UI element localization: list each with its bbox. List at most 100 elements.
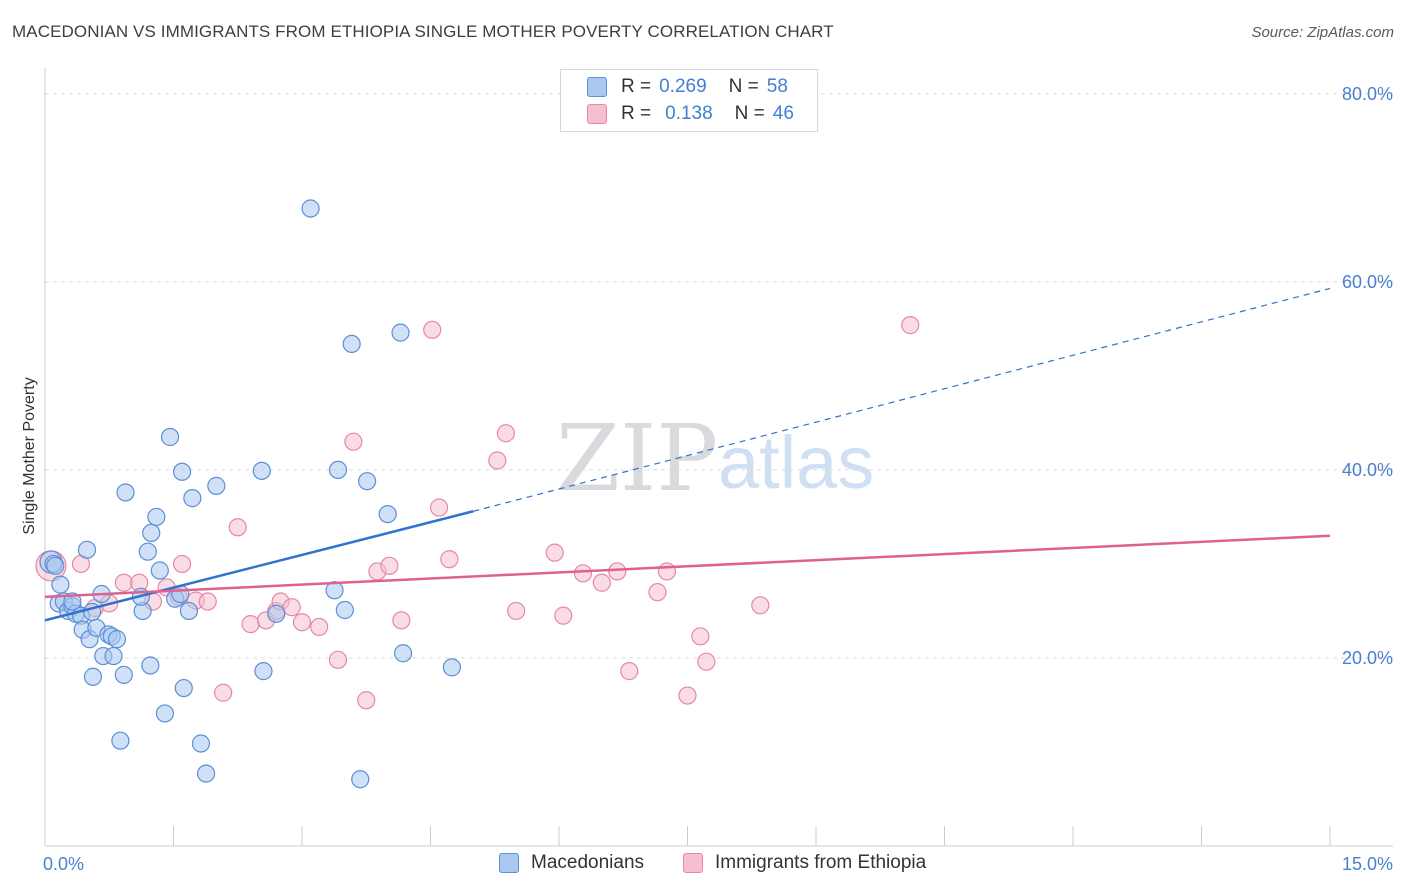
point-ethiopia — [620, 662, 639, 681]
point-macedonians — [358, 472, 377, 491]
point-macedonians — [160, 427, 180, 447]
legend-swatch-pink — [587, 104, 607, 124]
chart-title: MACEDONIAN VS IMMIGRANTS FROM ETHIOPIA S… — [12, 22, 834, 41]
legend-r-label: R = — [621, 103, 652, 124]
point-macedonians — [391, 323, 410, 342]
point-ethiopia — [751, 596, 770, 615]
y-tick-label: 20.0% — [1342, 648, 1393, 668]
point-macedonians — [142, 523, 161, 542]
point-macedonians — [207, 476, 226, 495]
point-ethiopia — [697, 652, 716, 671]
point-macedonians — [83, 667, 103, 686]
point-ethiopia — [380, 556, 399, 575]
point-macedonians — [328, 460, 348, 480]
legend-n-label: N = — [728, 76, 759, 97]
point-ethiopia — [573, 564, 593, 583]
y-tick-label: 40.0% — [1342, 460, 1393, 480]
legend-n-label: N = — [734, 103, 765, 124]
point-macedonians — [63, 592, 82, 611]
point-macedonians — [114, 665, 133, 684]
point-macedonians — [393, 644, 413, 663]
point-macedonians — [301, 199, 320, 218]
point-ethiopia — [507, 601, 526, 621]
point-macedonians — [378, 504, 397, 524]
y-axis-title: Single Mother Poverty — [21, 377, 38, 534]
point-ethiopia — [228, 518, 247, 537]
point-ethiopia — [901, 316, 920, 335]
trend-ethiopia — [44, 534, 1331, 599]
legend-r-label: R = — [621, 76, 652, 97]
point-ethiopia — [657, 562, 677, 581]
point-macedonians — [342, 334, 361, 354]
point-macedonians — [77, 540, 97, 559]
y-tick-label: 80.0% — [1342, 84, 1393, 104]
legend-swatch-blue — [499, 853, 519, 873]
point-ethiopia — [310, 617, 329, 637]
point-macedonians — [104, 646, 123, 666]
point-ethiopia — [172, 554, 192, 574]
series-ethiopia-points — [35, 316, 920, 710]
point-ethiopia — [282, 598, 301, 617]
legend-r-value: 0.138 — [665, 103, 713, 124]
point-macedonians — [325, 581, 344, 600]
point-macedonians — [172, 462, 192, 481]
source-label: Source: ZipAtlas.com — [1251, 24, 1394, 41]
point-ethiopia — [344, 432, 363, 451]
x-tick-label-min: 0.0% — [43, 854, 84, 874]
point-ethiopia — [292, 613, 312, 632]
point-macedonians — [138, 542, 157, 561]
point-ethiopia — [678, 686, 697, 705]
point-ethiopia — [214, 683, 233, 702]
correlation-legend: R = 0.269 N = 58 R = 0.138 N = 46 — [560, 69, 818, 132]
legend-r-value: 0.269 — [659, 76, 707, 97]
legend-n-value: 58 — [766, 76, 788, 97]
legend-item-ethiopia[interactable]: Immigrants from Ethiopia — [683, 852, 926, 874]
y-tick-label: 60.0% — [1342, 272, 1393, 292]
point-macedonians — [351, 770, 370, 789]
point-ethiopia — [328, 650, 348, 669]
point-macedonians — [46, 556, 65, 575]
legend-label-macedonians: Macedonians — [531, 852, 645, 873]
point-ethiopia — [357, 691, 376, 710]
trend-lines — [44, 287, 1331, 622]
point-ethiopia — [198, 592, 217, 611]
point-ethiopia — [488, 451, 507, 470]
point-ethiopia — [392, 611, 411, 630]
point-macedonians — [51, 575, 70, 594]
point-macedonians — [179, 601, 199, 621]
point-ethiopia — [429, 498, 449, 517]
series-legend: Macedonians Immigrants from Ethiopia — [0, 852, 1406, 878]
point-macedonians — [174, 678, 193, 698]
legend-n-value: 46 — [772, 103, 794, 124]
watermark-zip: ZIP — [556, 405, 718, 512]
trend-macedonians-extrapolated — [473, 287, 1331, 512]
axes — [44, 68, 1393, 847]
point-ethiopia — [691, 627, 710, 646]
point-ethiopia — [241, 615, 260, 634]
point-ethiopia — [608, 562, 627, 581]
point-macedonians — [252, 461, 271, 480]
legend-row-ethiopia: R = 0.138 N = 46 — [587, 102, 794, 126]
point-macedonians — [267, 604, 286, 623]
point-macedonians — [191, 734, 211, 753]
legend-label-ethiopia: Immigrants from Ethiopia — [715, 852, 927, 873]
point-macedonians — [150, 561, 169, 580]
trend-macedonians — [44, 510, 474, 622]
grid-lines — [45, 93, 1393, 659]
point-macedonians — [335, 600, 354, 620]
series-macedonians-points — [39, 199, 462, 789]
point-ethiopia — [554, 606, 573, 625]
point-ethiopia — [592, 573, 611, 592]
tick-labels: 20.0% 40.0% 60.0% 80.0% 0.0% 15.0% — [43, 84, 1393, 874]
legend-row-macedonians: R = 0.269 N = 58 — [587, 75, 788, 99]
legend-swatch-blue — [587, 77, 607, 97]
point-ethiopia — [496, 424, 515, 443]
legend-item-macedonians[interactable]: Macedonians — [499, 852, 644, 874]
watermark: ZIP atlas — [556, 405, 874, 512]
point-ethiopia — [440, 550, 459, 569]
x-tick-label-max: 15.0% — [1342, 854, 1393, 874]
point-macedonians — [196, 764, 216, 783]
point-ethiopia — [423, 320, 442, 339]
point-macedonians — [116, 483, 135, 502]
